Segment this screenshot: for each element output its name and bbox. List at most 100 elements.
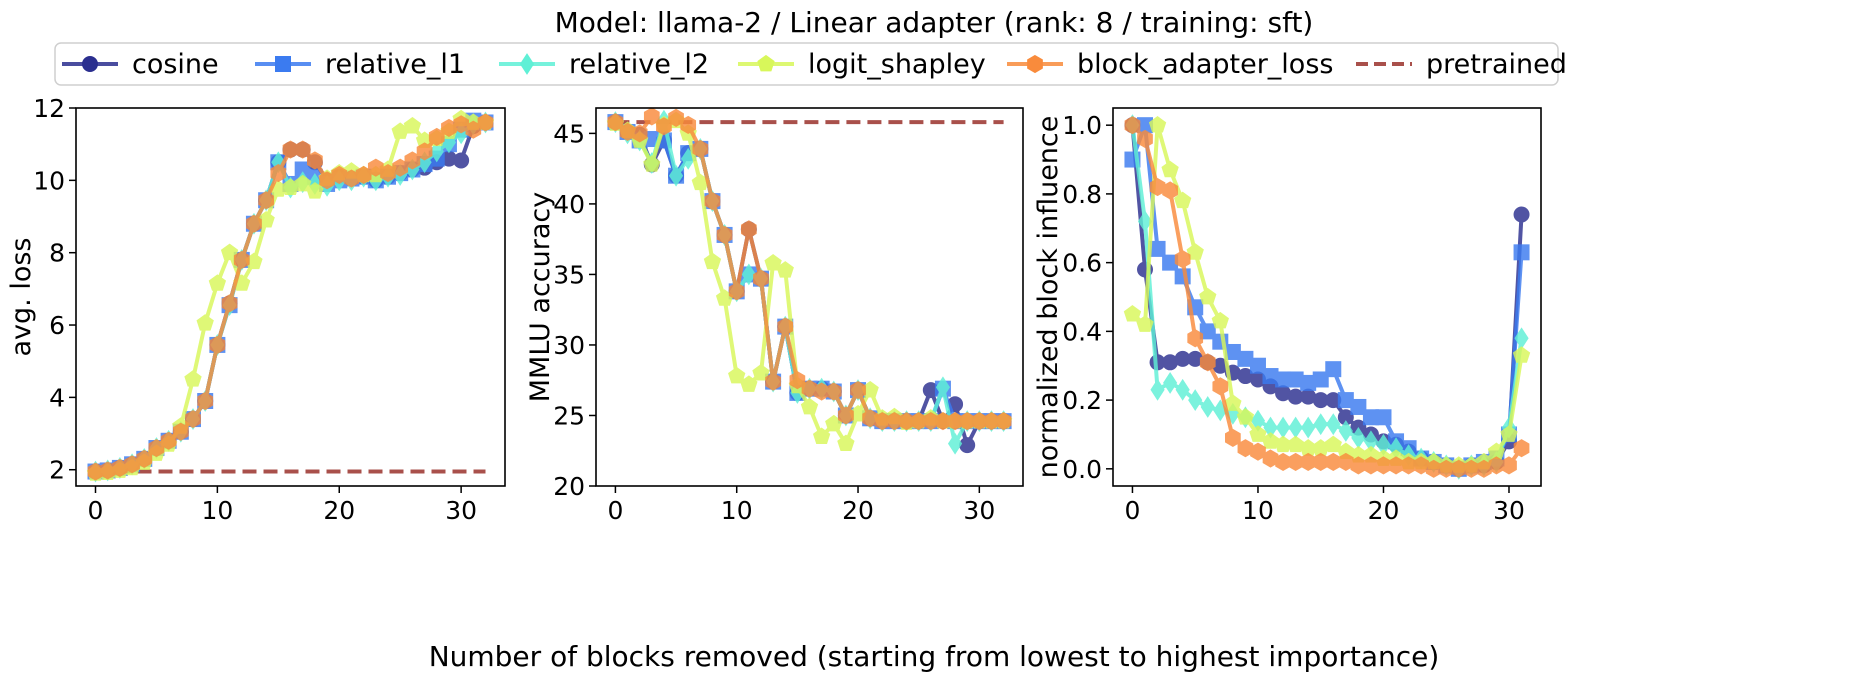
data-point: [1137, 210, 1153, 233]
data-point: [728, 366, 746, 384]
y-tick-label: 40: [553, 190, 585, 219]
x-tick-label: 30: [963, 496, 995, 525]
axes-frame: [1112, 107, 1542, 487]
axes-frame: [75, 107, 506, 487]
data-point: [716, 225, 733, 245]
data-point: [196, 314, 214, 331]
data-point: [1199, 323, 1216, 340]
series-relative-l2: [1125, 114, 1529, 480]
series-block-adapter-loss: [607, 107, 1012, 431]
series-logit-shapley: [1123, 116, 1531, 473]
data-point: [307, 151, 323, 170]
y-tick-label: 25: [553, 401, 585, 430]
data-point: [1173, 191, 1192, 209]
data-point: [764, 254, 782, 271]
y-tick-label: 6: [49, 311, 65, 340]
y-tick-label: 0.8: [1062, 180, 1102, 209]
data-point: [294, 140, 311, 159]
y-tick-label: 45: [553, 119, 585, 148]
data-point: [1162, 181, 1178, 200]
data-point: [607, 113, 624, 132]
data-point: [753, 269, 769, 288]
chart-panels: 0 10 20 30 2 4 6 8 10 12 avg. loss 0 10 20 30 20 25 30 35 4…: [6, 94, 1542, 525]
data-point: [1211, 311, 1229, 329]
legend-item-logit-shapley: logit_shapley: [738, 49, 986, 80]
legend-swatch-marker: [757, 54, 775, 72]
data-point: [1136, 315, 1154, 332]
data-point: [1123, 305, 1142, 322]
data-point: [1413, 456, 1429, 475]
data-point: [453, 115, 469, 134]
data-point: [789, 371, 806, 390]
legend-item-relative-l2: relative_l2: [499, 49, 709, 80]
data-point: [294, 174, 312, 192]
x-tick-label: 0: [607, 496, 623, 525]
data-point: [258, 191, 274, 210]
x-tick-label: 0: [88, 496, 104, 525]
data-point: [403, 116, 422, 134]
data-point: [477, 113, 494, 132]
data-point: [220, 243, 239, 261]
data-point: [740, 375, 758, 392]
legend-swatch-marker: [275, 56, 291, 72]
data-point: [1513, 206, 1530, 223]
series-relative-l1: [87, 112, 494, 480]
data-point: [704, 192, 721, 211]
legend-label: cosine: [132, 49, 219, 80]
y-tick-label: 10: [33, 166, 65, 195]
data-point: [741, 263, 756, 286]
legend-item-pretrained: pretrained: [1356, 49, 1567, 80]
data-point: [995, 412, 1012, 431]
x-tick-label: 10: [1242, 496, 1274, 525]
x-tick-label: 10: [201, 496, 233, 525]
data-point: [862, 409, 879, 428]
data-point: [1249, 357, 1266, 374]
y-tick-label: 12: [33, 94, 65, 123]
data-point: [1512, 346, 1531, 363]
data-point: [306, 182, 324, 199]
y-axis-label: normalized block influence: [1033, 116, 1064, 479]
x-tick-label: 20: [842, 496, 874, 525]
data-point: [453, 152, 470, 169]
data-point: [1212, 377, 1229, 396]
data-point: [643, 107, 660, 126]
series-block-adapter-loss: [87, 113, 494, 481]
data-point: [1148, 116, 1167, 133]
data-point: [765, 372, 781, 391]
data-point: [1288, 416, 1303, 439]
legend-item-block-adapter-loss: block_adapter_loss: [1007, 49, 1333, 80]
data-point: [367, 158, 384, 177]
data-point: [850, 381, 866, 400]
panel-mmlu-accuracy: 0 10 20 30 20 25 30 35 40 45 MMLU accuracy: [525, 107, 1024, 525]
data-point: [740, 220, 757, 239]
y-tick-label: 35: [553, 260, 585, 289]
data-point: [184, 370, 202, 387]
data-point: [246, 214, 262, 233]
data-point: [1250, 442, 1266, 461]
data-point: [1262, 449, 1279, 468]
data-point: [1513, 439, 1530, 458]
data-point: [838, 406, 854, 425]
x-tick-label: 20: [323, 496, 355, 525]
y-axis-label: MMLU accuracy: [525, 192, 556, 402]
y-tick-label: 0.4: [1062, 317, 1102, 346]
data-point: [1375, 409, 1392, 426]
data-point: [1249, 425, 1267, 442]
data-point: [1312, 371, 1329, 388]
data-point: [692, 139, 709, 158]
legend-item-relative-l1: relative_l1: [255, 49, 465, 80]
data-point: [1326, 413, 1341, 436]
y-tick-label: 4: [49, 383, 65, 412]
series-block-adapter-loss: [1124, 116, 1530, 478]
data-point: [1200, 396, 1215, 418]
data-point: [136, 449, 153, 468]
data-point: [1350, 398, 1367, 415]
data-point: [935, 376, 951, 399]
y-tick-label: 0.2: [1062, 386, 1102, 415]
legend-label: logit_shapley: [808, 49, 986, 80]
panel-avg-loss: 0 10 20 30 2 4 6 8 10 12 avg. loss: [6, 94, 506, 525]
data-point: [1163, 371, 1178, 394]
data-point: [1175, 378, 1190, 401]
